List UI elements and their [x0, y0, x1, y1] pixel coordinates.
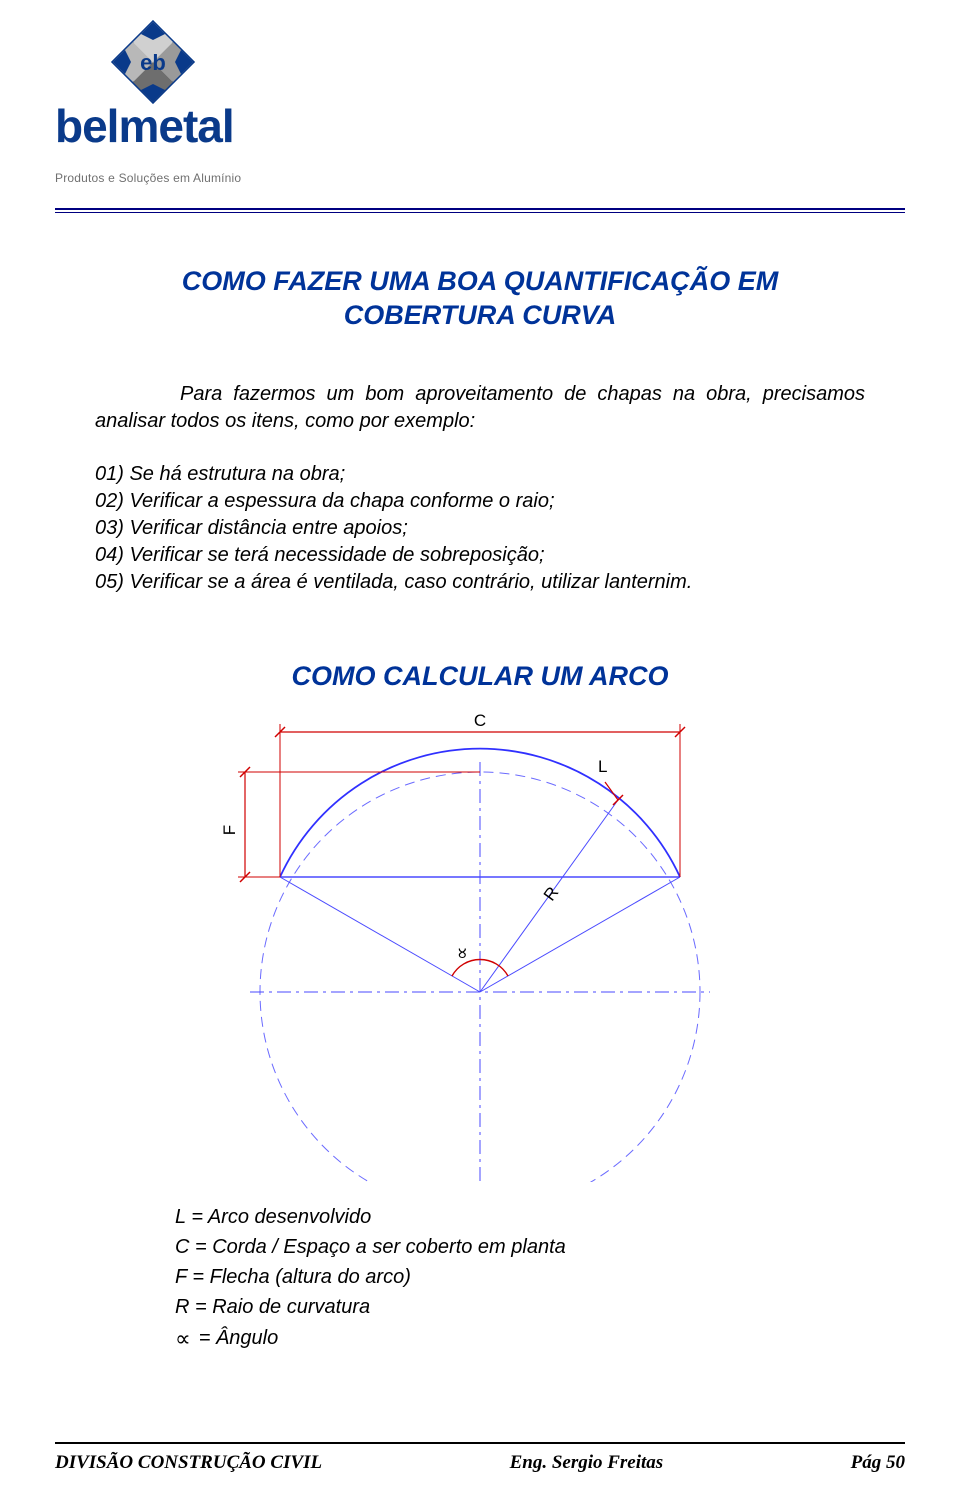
list-item: 02) Verificar a espessura da chapa confo… [95, 488, 865, 515]
heading-1: COMO FAZER UMA BOA QUANTIFICAÇÃO EM COBE… [95, 265, 865, 333]
arc-diagram: C F L R ∝ [200, 702, 760, 1182]
diagram-label-c: C [474, 711, 486, 730]
list-item: 04) Verificar se terá necessidade de sob… [95, 542, 865, 569]
list-item: 01) Se há estrutura na obra; [95, 461, 865, 488]
legend: L = Arco desenvolvido C = Corda / Espaço… [175, 1202, 865, 1355]
footer-left: DIVISÃO CONSTRUÇÃO CIVIL [55, 1452, 322, 1474]
legend-r: R = Raio de curvatura [175, 1292, 865, 1322]
belmetal-logo-svg: eb belmetal [55, 12, 305, 167]
diagram-label-alpha: ∝ [452, 946, 473, 960]
svg-text:belmetal: belmetal [55, 100, 234, 152]
diagram-label-l: L [598, 757, 607, 776]
list-item: 03) Verificar distância entre apoios; [95, 515, 865, 542]
diagram-label-f: F [220, 824, 239, 834]
diagram-label-r: R [540, 883, 563, 904]
heading-2: COMO CALCULAR UM ARCO [95, 661, 865, 692]
legend-f: F = Flecha (altura do arco) [175, 1262, 865, 1292]
footer-rule [55, 1442, 905, 1444]
footer-center: Eng. Sergio Freitas [510, 1452, 664, 1474]
legend-c: C = Corda / Espaço a ser coberto em plan… [175, 1232, 865, 1262]
alpha-text: = Ângulo [199, 1323, 279, 1353]
brand-logo: eb belmetal Produtos e Soluções em Alumí… [55, 12, 305, 185]
svg-text:eb: eb [140, 50, 166, 75]
intro-paragraph: Para fazermos um bom aproveitamento de c… [95, 381, 865, 435]
list-item: 05) Verificar se a área é ventilada, cas… [95, 569, 865, 596]
item-list: 01) Se há estrutura na obra; 02) Verific… [95, 461, 865, 596]
page: eb belmetal Produtos e Soluções em Alumí… [0, 0, 960, 1502]
legend-alpha: ∝ = Ângulo [175, 1322, 865, 1355]
footer-right: Pág 50 [851, 1452, 905, 1474]
brand-tagline: Produtos e Soluções em Alumínio [55, 171, 305, 185]
legend-l: L = Arco desenvolvido [175, 1202, 865, 1232]
header-rule [55, 208, 905, 213]
alpha-symbol: ∝ [175, 1322, 191, 1355]
content: COMO FAZER UMA BOA QUANTIFICAÇÃO EM COBE… [95, 265, 865, 1355]
footer: DIVISÃO CONSTRUÇÃO CIVIL Eng. Sergio Fre… [55, 1452, 905, 1474]
